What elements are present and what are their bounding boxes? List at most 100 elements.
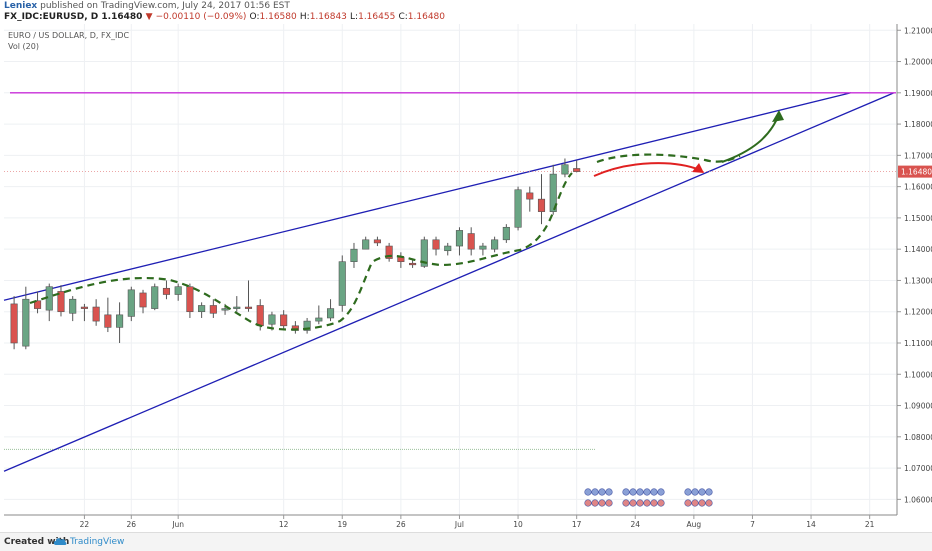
current-price-tag	[898, 165, 932, 178]
time-axis: 22 26 Jun 12 19 26 Jul 10 17 24 Aug 7 14 21	[4, 514, 897, 529]
y-tick-label: 1.11000	[904, 339, 932, 348]
candle-down	[209, 305, 217, 314]
economic-event-icon	[584, 499, 592, 507]
symbol-label: FX_IDC:EURUSD, D	[4, 12, 99, 22]
candle-down	[537, 198, 546, 212]
economic-event-icon	[584, 488, 592, 496]
y-tick-label: 1.08000	[904, 433, 932, 442]
candle-up	[561, 164, 569, 175]
drawing-tools-front	[29, 110, 784, 507]
candle-up	[549, 173, 557, 212]
candle-down	[385, 245, 393, 259]
open-value: 1.16580	[259, 12, 297, 22]
economic-event-icon	[636, 488, 644, 496]
x-tick-label: Aug	[687, 520, 702, 529]
candle-up	[350, 248, 358, 262]
low-label: L:	[350, 12, 359, 22]
candle-down	[573, 168, 581, 172]
close-value: 1.16480	[407, 12, 445, 22]
candle-up	[502, 226, 510, 241]
y-tick-label: 1.06000	[904, 495, 932, 504]
economic-event-icon	[629, 488, 637, 496]
x-tick-label: 17	[572, 520, 582, 529]
economic-event-icon	[657, 499, 665, 507]
x-tick-label: 19	[337, 520, 347, 529]
y-tick-label: 1.09000	[904, 402, 932, 411]
candle-up	[127, 289, 135, 317]
y-tick-label: 1.10000	[904, 370, 932, 379]
chart-title: EURO / US DOLLAR, D, FX_IDC	[8, 31, 130, 40]
candle-down	[104, 314, 112, 328]
candle-up	[455, 230, 464, 247]
open-label: O:	[249, 12, 260, 22]
publish-text: published on TradingView.com, July 24, 2…	[40, 1, 290, 11]
candle-down	[409, 262, 417, 266]
drawing-tools-back	[3, 92, 896, 472]
economic-event-icon	[650, 499, 658, 507]
x-tick-label: Jun	[171, 520, 184, 529]
candle-up	[151, 286, 159, 309]
volume-indicator-label: Vol (20)	[8, 42, 39, 51]
publish-info: Leniex published on TradingView.com, Jul…	[4, 1, 290, 12]
candle-up	[22, 298, 30, 347]
candle-down	[526, 192, 534, 200]
red-arrow-head	[692, 163, 704, 173]
y-tick-label: 1.13000	[904, 276, 932, 285]
y-tick-label: 1.16000	[904, 183, 932, 192]
y-tick-label: 1.20000	[904, 58, 932, 67]
created-with-text: Created with	[4, 537, 70, 547]
economic-event-icon	[605, 499, 613, 507]
price-axis: 1.21000 1.20000 1.19000 1.18000 1.17000 1.160…	[896, 24, 932, 515]
last-price: 1.16480	[101, 12, 143, 22]
author-link[interactable]: Leniex	[4, 1, 38, 11]
candle-up	[514, 189, 522, 228]
y-tick-label: 1.14000	[904, 245, 932, 254]
candle-up	[116, 314, 124, 328]
candle-down	[373, 239, 381, 244]
economic-event-icon	[622, 488, 630, 496]
y-tick-label: 1.17000	[904, 151, 932, 160]
x-tick-label: Jul	[454, 520, 464, 529]
candle-up	[315, 317, 323, 322]
candle-down	[256, 305, 264, 327]
tradingview-cloud-icon	[53, 538, 67, 545]
x-tick-label: 7	[750, 520, 755, 529]
economic-event-icon	[622, 499, 630, 507]
candle-up	[444, 245, 452, 252]
candle-up	[479, 245, 487, 250]
y-tick-label: 1.21000	[904, 26, 932, 35]
candle-down	[10, 303, 18, 344]
x-tick-label: 24	[630, 520, 640, 529]
x-tick-label: 12	[279, 520, 289, 529]
economic-event-icon	[705, 499, 713, 507]
economic-event-icon	[691, 499, 699, 507]
candle-up	[221, 308, 229, 311]
candle-down	[467, 233, 475, 250]
candle-up	[303, 320, 311, 331]
candle-up	[420, 239, 428, 267]
candle-up	[326, 308, 335, 319]
chart-header: Leniex published on TradingView.com, Jul…	[0, 0, 932, 24]
projected-path-dashed	[29, 172, 573, 331]
economic-event-icon	[598, 488, 606, 496]
candle-up	[198, 305, 206, 313]
candle-down	[186, 286, 194, 313]
tradingview-brand[interactable]: TradingView	[70, 537, 125, 547]
candle-down	[244, 306, 253, 309]
footer-bar: Created with TradingView	[0, 532, 932, 551]
y-tick-label: 1.18000	[904, 120, 932, 129]
high-value: 1.16843	[309, 12, 347, 22]
candle-up	[338, 261, 346, 306]
economic-event-icon	[691, 488, 699, 496]
y-tick-label: 1.07000	[904, 464, 932, 473]
price-chart[interactable]: 1.21000 1.20000 1.19000 1.18000 1.17000 1.160…	[0, 0, 932, 532]
plot-area	[4, 24, 896, 515]
economic-event-icon	[629, 499, 637, 507]
candle-down	[432, 239, 440, 250]
candle-down	[92, 306, 100, 322]
economic-event-icon	[705, 488, 713, 496]
candlestick-series	[10, 158, 581, 350]
high-label: H:	[299, 12, 310, 22]
ohlc-line: FX_IDC:EURUSD, D 1.16480 ▼ −0.00110 (−0.…	[4, 12, 445, 23]
candle-up	[69, 298, 77, 314]
